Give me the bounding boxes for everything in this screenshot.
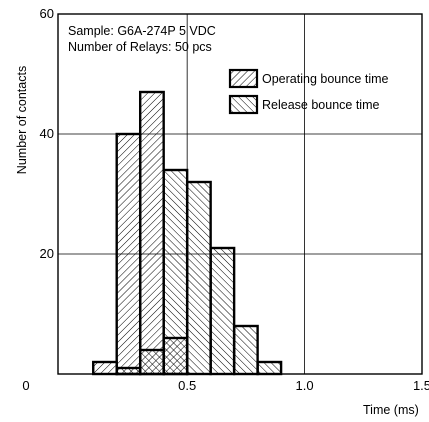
bar-series-2 [209, 246, 236, 376]
grid-lines [58, 14, 422, 374]
legend-label-operating: Operating bounce time [262, 72, 389, 86]
y-tick-label: 20 [40, 246, 54, 261]
bars [92, 90, 283, 376]
bar-series-2 [138, 348, 165, 376]
legend-swatch-release [228, 94, 259, 115]
bar-series-2 [232, 324, 259, 376]
y-axis-label: Number of contacts [15, 66, 29, 174]
x-tick-label: 0 [22, 378, 29, 393]
bar-series-1 [115, 132, 142, 376]
bar-series-2 [115, 366, 142, 376]
legend: Operating bounce time Release bounce tim… [228, 68, 389, 115]
bar-series-1 [92, 360, 118, 376]
x-axis-label: Time (ms) [363, 403, 419, 417]
x-tick-label: 1.5 [413, 378, 429, 393]
x-tick-label: 1.0 [296, 378, 314, 393]
y-tick-label: 40 [40, 126, 54, 141]
legend-item-release: Release bounce time [228, 94, 379, 115]
bar-series-1 [138, 90, 165, 376]
legend-label-release: Release bounce time [262, 98, 379, 112]
subtitle-line-1: Sample: G6A-274P 5 VDC [68, 24, 216, 38]
y-tick-label: 60 [40, 6, 54, 21]
bar-series-2 [256, 360, 283, 376]
bar-series-2 [162, 168, 189, 376]
tick-labels: 0 0.5 1.0 1.5 20 40 60 [22, 6, 429, 393]
subtitle-line-2: Number of Relays: 50 pcs [68, 40, 212, 54]
bar-series-2 [185, 180, 212, 376]
plot-frame [57, 13, 423, 375]
x-tick-label: 0.5 [178, 378, 196, 393]
legend-swatch-operating [228, 68, 259, 89]
legend-item-operating: Operating bounce time [228, 68, 389, 89]
